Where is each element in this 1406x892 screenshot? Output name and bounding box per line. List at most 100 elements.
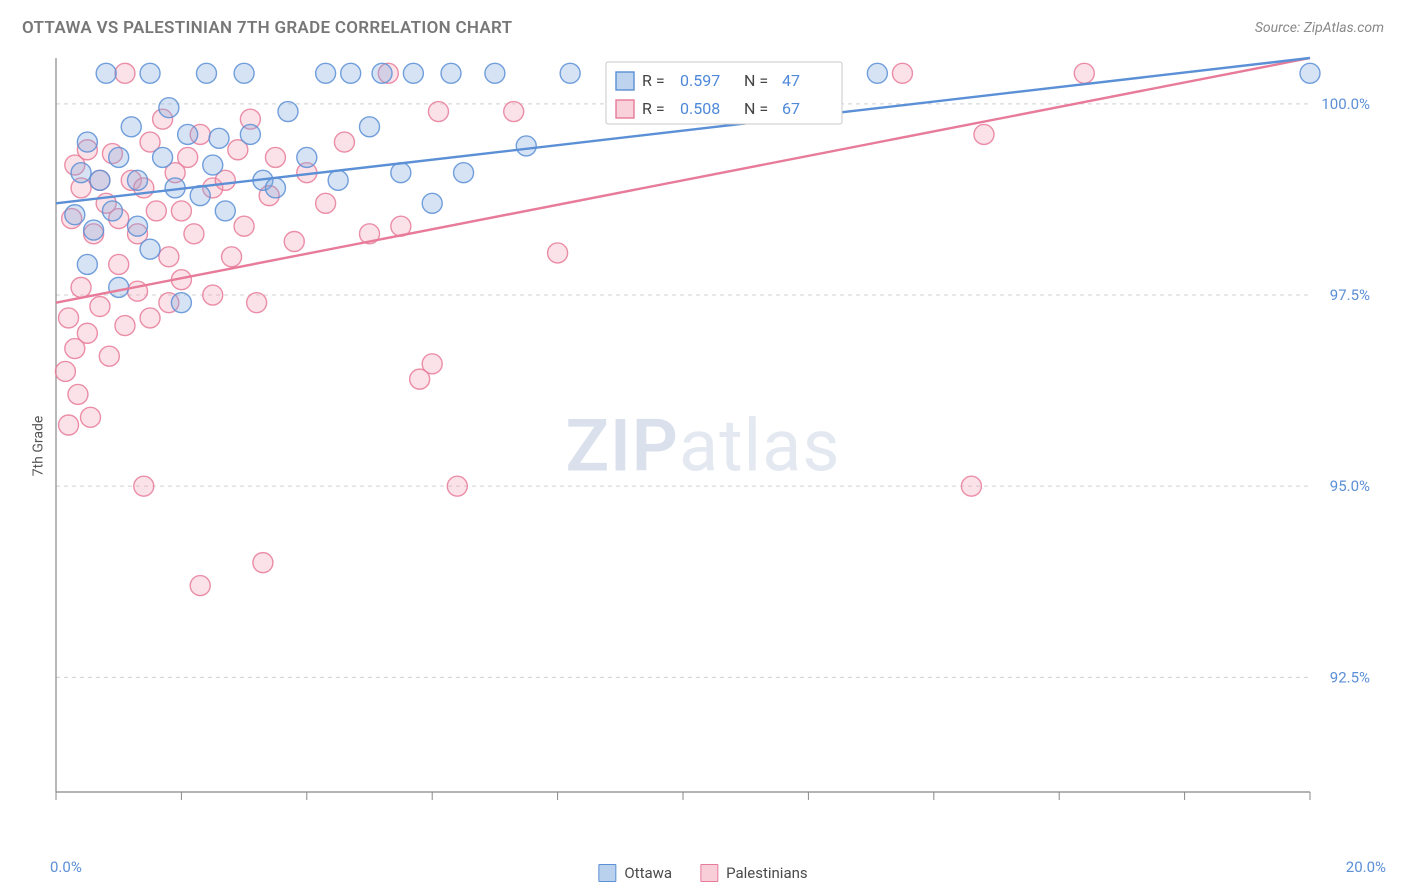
- point-palestinians: [109, 254, 129, 274]
- legend-item-palestinians: Palestinians: [700, 864, 808, 882]
- point-palestinians: [159, 247, 179, 267]
- point-ottawa: [84, 220, 104, 240]
- svg-text:0.597: 0.597: [680, 71, 720, 90]
- point-palestinians: [447, 476, 467, 496]
- point-palestinians: [90, 296, 110, 316]
- point-palestinians: [99, 346, 119, 366]
- bottom-legend: Ottawa Palestinians: [598, 864, 807, 882]
- point-ottawa: [171, 293, 191, 313]
- point-palestinians: [1074, 63, 1094, 83]
- point-ottawa: [1300, 63, 1320, 83]
- chart-svg: 92.5%95.0%97.5%100.0%R =0.597N =47R =0.5…: [50, 52, 1376, 812]
- point-ottawa: [454, 163, 474, 183]
- point-ottawa: [178, 124, 198, 144]
- point-ottawa: [360, 117, 380, 137]
- x-max-label: 20.0%: [1346, 858, 1386, 876]
- point-ottawa: [391, 163, 411, 183]
- point-palestinians: [115, 63, 135, 83]
- point-palestinians: [222, 247, 242, 267]
- svg-text:0.508: 0.508: [680, 99, 720, 118]
- point-palestinians: [71, 277, 91, 297]
- point-ottawa: [372, 63, 392, 83]
- point-ottawa: [128, 170, 148, 190]
- point-ottawa: [516, 136, 536, 156]
- point-ottawa: [140, 239, 160, 259]
- point-ottawa: [240, 124, 260, 144]
- svg-text:N =: N =: [744, 99, 768, 118]
- legend-swatch-palestinians: [700, 864, 718, 882]
- svg-text:R =: R =: [642, 71, 665, 90]
- point-palestinians: [134, 476, 154, 496]
- point-palestinians: [892, 63, 912, 83]
- point-palestinians: [234, 216, 254, 236]
- point-ottawa: [140, 63, 160, 83]
- point-ottawa: [215, 201, 235, 221]
- point-ottawa: [297, 147, 317, 167]
- point-palestinians: [77, 323, 97, 343]
- legend-item-ottawa: Ottawa: [598, 864, 672, 882]
- point-palestinians: [203, 285, 223, 305]
- point-palestinians: [184, 224, 204, 244]
- point-palestinians: [146, 201, 166, 221]
- point-ottawa: [121, 117, 141, 137]
- point-palestinians: [284, 232, 304, 252]
- point-palestinians: [178, 147, 198, 167]
- svg-text:N =: N =: [744, 71, 768, 90]
- svg-text:92.5%: 92.5%: [1330, 668, 1370, 686]
- point-ottawa: [128, 216, 148, 236]
- point-palestinians: [504, 102, 524, 122]
- legend-label-palestinians: Palestinians: [726, 864, 808, 882]
- correlation-legend: R = 0.597 N = 47 R = 0.508 N = 67: [606, 62, 842, 124]
- point-palestinians: [247, 293, 267, 313]
- point-palestinians: [548, 243, 568, 263]
- svg-text:97.5%: 97.5%: [1330, 286, 1370, 304]
- header-row: OTTAWA VS PALESTINIAN 7TH GRADE CORRELAT…: [22, 18, 1384, 38]
- y-axis-label: 7th Grade: [30, 416, 46, 477]
- point-palestinians: [334, 132, 354, 152]
- point-ottawa: [203, 155, 223, 175]
- point-palestinians: [171, 201, 191, 221]
- svg-text:100.0%: 100.0%: [1321, 95, 1370, 113]
- point-ottawa: [190, 186, 210, 206]
- point-ottawa: [77, 132, 97, 152]
- point-palestinians: [190, 576, 210, 596]
- point-palestinians: [422, 354, 442, 374]
- point-ottawa: [153, 147, 173, 167]
- legend-label-ottawa: Ottawa: [624, 864, 672, 882]
- point-ottawa: [159, 98, 179, 118]
- point-palestinians: [961, 476, 981, 496]
- point-ottawa: [560, 63, 580, 83]
- point-palestinians: [115, 316, 135, 336]
- point-palestinians: [59, 308, 79, 328]
- point-palestinians: [140, 308, 160, 328]
- point-ottawa: [102, 201, 122, 221]
- svg-text:47: 47: [782, 71, 800, 90]
- point-ottawa: [77, 254, 97, 274]
- point-ottawa: [403, 63, 423, 83]
- point-palestinians: [80, 407, 100, 427]
- x-min-label: 0.0%: [50, 858, 82, 876]
- point-palestinians: [316, 193, 336, 213]
- plot-area: 92.5%95.0%97.5%100.0%R =0.597N =47R =0.5…: [50, 52, 1376, 812]
- point-palestinians: [68, 384, 88, 404]
- chart-title: OTTAWA VS PALESTINIAN 7TH GRADE CORRELAT…: [22, 18, 512, 38]
- point-ottawa: [65, 205, 85, 225]
- point-ottawa: [265, 178, 285, 198]
- point-ottawa: [209, 128, 229, 148]
- legend-swatch-ottawa: [598, 864, 616, 882]
- svg-text:67: 67: [782, 99, 800, 118]
- point-ottawa: [867, 63, 887, 83]
- point-ottawa: [341, 63, 361, 83]
- point-ottawa: [278, 102, 298, 122]
- point-palestinians: [265, 147, 285, 167]
- point-palestinians: [55, 361, 75, 381]
- point-ottawa: [196, 63, 216, 83]
- point-ottawa: [90, 170, 110, 190]
- point-palestinians: [974, 124, 994, 144]
- point-palestinians: [253, 553, 273, 573]
- svg-text:R =: R =: [642, 99, 665, 118]
- point-ottawa: [485, 63, 505, 83]
- point-palestinians: [428, 102, 448, 122]
- point-ottawa: [328, 170, 348, 190]
- point-palestinians: [59, 415, 79, 435]
